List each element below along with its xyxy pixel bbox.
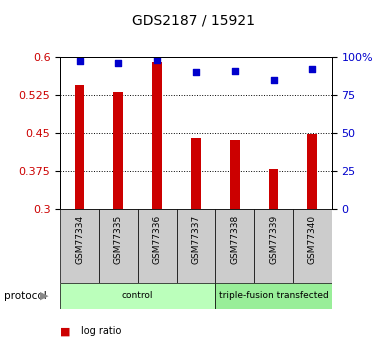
Text: ▶: ▶ [40, 291, 49, 301]
Bar [114, 92, 123, 209]
Bar [230, 140, 240, 209]
Point [193, 69, 199, 75]
Bar [177, 209, 215, 283]
Point [309, 66, 315, 72]
Bar [152, 62, 162, 209]
Point [232, 68, 238, 73]
Text: GSM77338: GSM77338 [230, 215, 239, 264]
Bar [293, 209, 332, 283]
Bar [99, 209, 138, 283]
Text: ■: ■ [60, 326, 71, 336]
Point [76, 59, 83, 64]
Text: GSM77335: GSM77335 [114, 215, 123, 264]
Bar [307, 134, 317, 209]
Text: GSM77340: GSM77340 [308, 215, 317, 264]
Bar [60, 209, 99, 283]
Point [270, 77, 277, 82]
Bar [75, 85, 85, 209]
Text: GSM77339: GSM77339 [269, 215, 278, 264]
Text: triple-fusion transfected: triple-fusion transfected [219, 291, 328, 300]
Text: GDS2187 / 15921: GDS2187 / 15921 [132, 14, 256, 28]
Bar [138, 209, 177, 283]
Text: GSM77334: GSM77334 [75, 215, 84, 264]
Bar [215, 283, 332, 309]
Text: control: control [122, 291, 154, 300]
Bar [215, 209, 254, 283]
Bar [191, 138, 201, 209]
Text: protocol: protocol [4, 291, 47, 301]
Bar [269, 169, 279, 209]
Point [154, 57, 160, 63]
Text: GSM77336: GSM77336 [152, 215, 162, 264]
Bar [254, 209, 293, 283]
Bar [60, 283, 215, 309]
Text: log ratio: log ratio [81, 326, 122, 336]
Text: GSM77337: GSM77337 [191, 215, 201, 264]
Point [115, 60, 121, 66]
